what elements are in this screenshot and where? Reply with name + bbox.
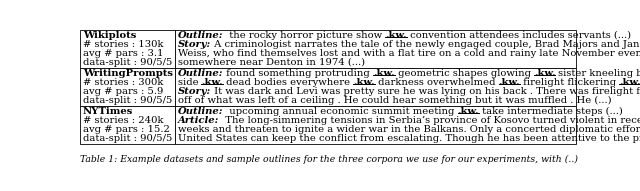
Text: data-split : 90/5/5: data-split : 90/5/5 (83, 134, 172, 143)
Text: off of what was left of a ceiling . He could hear something but it was muffled .: off of what was left of a ceiling . He c… (178, 96, 611, 105)
Text: .kw.: .kw. (202, 78, 223, 87)
Text: # stories : 130k: # stories : 130k (83, 40, 163, 49)
Text: # stories : 240k: # stories : 240k (83, 116, 163, 125)
Bar (80, 68, 175, 106)
Text: avg # pars : 3.1: avg # pars : 3.1 (83, 49, 163, 58)
Text: .kw.: .kw. (385, 31, 407, 40)
Text: geometric shapes glowing: geometric shapes glowing (395, 69, 534, 78)
Text: data-split : 90/5/5: data-split : 90/5/5 (83, 96, 172, 105)
Text: .kw.: .kw. (499, 78, 520, 87)
Text: sister kneeling be-: sister kneeling be- (556, 69, 640, 78)
Text: avg # pars : 15.2: avg # pars : 15.2 (83, 125, 170, 134)
Text: It was dark and Levi was pretty sure he was lying on his back . There was fireli: It was dark and Levi was pretty sure he … (211, 87, 640, 96)
Text: .kw.: .kw. (373, 69, 395, 78)
Text: Outline:: Outline: (178, 69, 223, 78)
Text: firelight flickering: firelight flickering (520, 78, 620, 87)
Text: The long-simmering tensions in Serbia’s province of Kosovo turned violent in rec: The long-simmering tensions in Serbia’s … (219, 116, 640, 125)
Text: upcoming annual economic summit meeting: upcoming annual economic summit meeting (223, 107, 458, 116)
Text: darkness overwhelmed: darkness overwhelmed (375, 78, 499, 87)
Text: somewhere near Denton in 1974 (...): somewhere near Denton in 1974 (...) (178, 58, 365, 67)
Text: take intermediate steps (...): take intermediate steps (...) (479, 107, 623, 116)
Text: found something protruding: found something protruding (223, 69, 373, 78)
Text: # stories : 300k: # stories : 300k (83, 78, 163, 87)
Text: WritingPrompts: WritingPrompts (83, 69, 173, 78)
Text: avg # pars : 5.9: avg # pars : 5.9 (83, 87, 163, 96)
Text: side: side (178, 78, 202, 87)
Text: .kw.: .kw. (534, 69, 556, 78)
Text: NYTimes: NYTimes (83, 107, 133, 116)
Text: Story:: Story: (178, 40, 211, 49)
Bar (80, 30, 175, 68)
Text: Story:: Story: (178, 87, 211, 96)
Text: .kw.: .kw. (620, 78, 640, 87)
Text: the rocky horror picture show: the rocky horror picture show (223, 31, 385, 40)
Text: weeks and threaten to ignite a wider war in the Balkans. Only a concerted diplom: weeks and threaten to ignite a wider war… (178, 125, 640, 134)
Text: Wikiplots: Wikiplots (83, 31, 136, 40)
Text: data-split : 90/5/5: data-split : 90/5/5 (83, 58, 172, 67)
Text: Outline:: Outline: (178, 107, 223, 116)
Bar (175, 106, 576, 144)
Bar (175, 30, 576, 68)
Text: .kw.: .kw. (458, 107, 479, 116)
Text: .kw.: .kw. (353, 78, 375, 87)
Text: Weiss, who find themselves lost and with a flat tire on a cold and rainy late No: Weiss, who find themselves lost and with… (178, 49, 640, 58)
Text: convention attendees includes servants (...): convention attendees includes servants (… (407, 31, 631, 40)
Text: A criminologist narrates the tale of the newly engaged couple, Brad Majors and J: A criminologist narrates the tale of the… (211, 40, 640, 49)
Text: Outline:: Outline: (178, 31, 223, 40)
Text: dead bodies everywhere: dead bodies everywhere (223, 78, 353, 87)
Text: Article:: Article: (178, 116, 219, 125)
Bar (175, 68, 576, 106)
Text: United States can keep the conflict from escalating. Though he has been attentiv: United States can keep the conflict from… (178, 134, 640, 143)
Bar (80, 106, 175, 144)
Text: Table 1: Example datasets and sample outlines for the three corpora we use for o: Table 1: Example datasets and sample out… (80, 155, 578, 164)
